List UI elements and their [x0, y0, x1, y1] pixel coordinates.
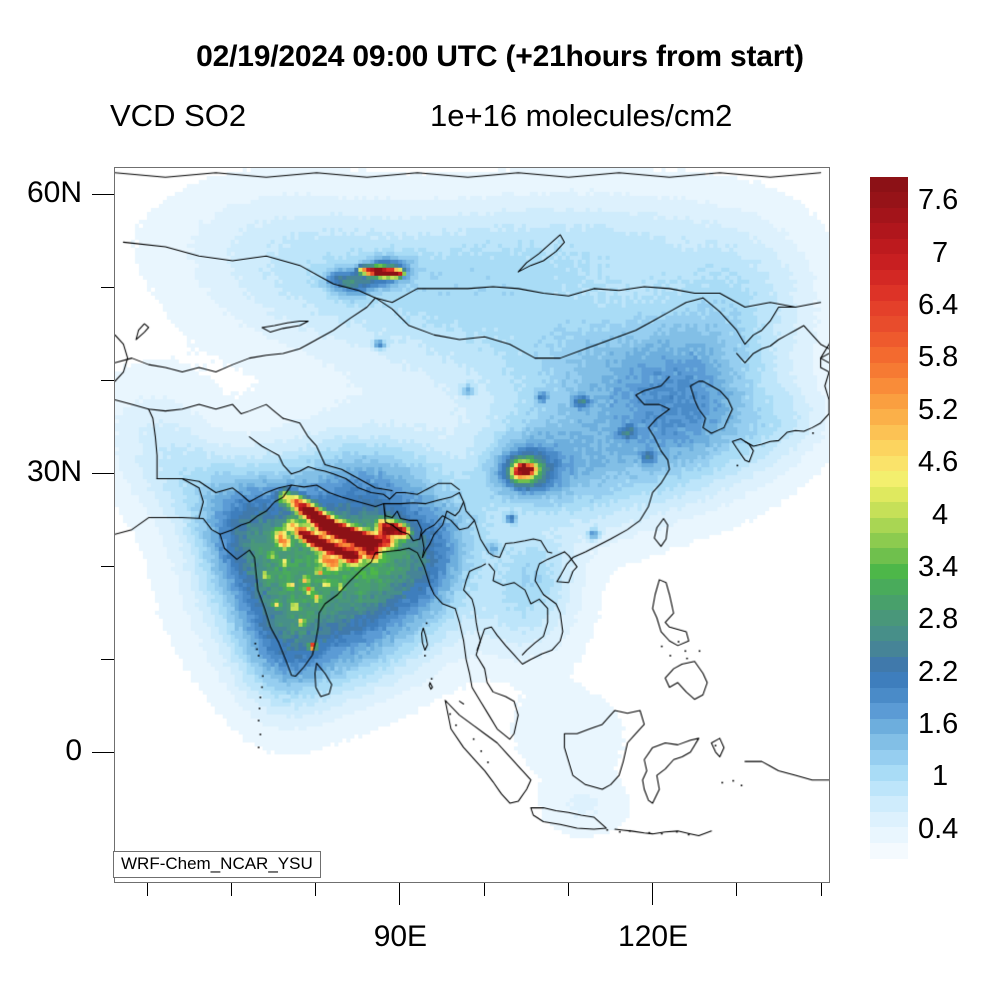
colorbar-band	[870, 811, 908, 828]
y-tick	[101, 379, 114, 381]
colorbar-band	[870, 362, 908, 379]
colorbar-tick-label: 5.2	[918, 393, 959, 426]
x-tick	[483, 883, 485, 896]
colorbar-band	[870, 610, 908, 627]
colorbar-tick-label: 4	[932, 498, 949, 531]
colorbar-tick-label: 1	[932, 760, 949, 793]
colorbar-band	[870, 269, 908, 286]
figure-title: 02/19/2024 09:00 UTC (+21hours from star…	[196, 40, 804, 73]
colorbar-band	[870, 223, 908, 240]
x-tick-label: 120E	[618, 920, 689, 953]
y-tick	[101, 565, 114, 567]
colorbar-band	[870, 207, 908, 225]
colorbar-band	[870, 486, 908, 503]
x-tick	[146, 883, 148, 896]
colorbar-band	[870, 238, 908, 255]
colorbar-tick-label: 7	[932, 236, 949, 269]
colorbar-tick-label: 5.8	[918, 341, 959, 374]
colorbar-band	[870, 300, 908, 317]
colorbar-band	[870, 532, 908, 550]
colorbar-band	[870, 409, 908, 426]
colorbar-band	[870, 192, 908, 209]
colorbar-tick-label: 0.4	[918, 812, 959, 845]
colorbar-band	[870, 765, 908, 782]
x-tick	[820, 883, 822, 896]
colorbar-band	[870, 471, 908, 488]
colorbar-band	[870, 254, 908, 271]
x-tick	[315, 883, 317, 896]
colorbar-band	[870, 656, 908, 673]
colorbar-band	[870, 563, 908, 580]
map-plot-area[interactable]	[114, 167, 830, 883]
x-tick-label: 90E	[373, 920, 428, 953]
colorbar-band	[870, 827, 908, 844]
colorbar[interactable]	[870, 177, 908, 859]
x-tick	[567, 883, 569, 896]
colorbar-tick-label: 2.2	[918, 655, 959, 688]
y-tick-label: 30N	[26, 454, 82, 488]
y-tick	[101, 286, 114, 288]
colorbar-band	[870, 594, 908, 611]
colorbar-band	[870, 517, 908, 534]
y-tick	[101, 658, 114, 660]
colorbar-band	[870, 641, 908, 658]
colorbar-band	[870, 347, 908, 364]
colorbar-band	[870, 285, 908, 302]
colorbar-band	[870, 842, 908, 859]
x-tick	[652, 883, 654, 905]
colorbar-tick-label: 1.6	[918, 708, 959, 741]
y-tick-label: 0	[65, 733, 82, 767]
model-watermark: WRF-Chem_NCAR_YSU	[113, 851, 321, 878]
variable-label: VCD SO2	[110, 98, 247, 133]
colorbar-band	[870, 440, 908, 457]
colorbar-band	[870, 502, 908, 519]
x-tick	[399, 883, 401, 905]
colorbar-band	[870, 424, 908, 441]
colorbar-band	[870, 780, 908, 797]
so2-field-canvas	[115, 168, 829, 882]
y-tick	[92, 472, 114, 474]
y-tick-label: 60N	[26, 175, 82, 209]
colorbar-band	[870, 378, 908, 395]
colorbar-band	[870, 455, 908, 472]
colorbar-band	[870, 687, 908, 704]
colorbar-band	[870, 579, 908, 596]
x-tick	[230, 883, 232, 896]
colorbar-tick-label: 2.8	[918, 603, 959, 636]
units-label: 1e+16 molecules/cm2	[430, 98, 733, 133]
colorbar-band	[870, 703, 908, 720]
subtitle-row: VCD SO2 1e+16 molecules/cm2	[110, 98, 890, 138]
colorbar-band	[870, 177, 908, 194]
colorbar-band	[870, 796, 908, 813]
colorbar-band	[870, 734, 908, 751]
colorbar-tick-label: 3.4	[918, 550, 959, 583]
colorbar-band	[870, 749, 908, 766]
colorbar-band	[870, 718, 908, 735]
colorbar-band	[870, 316, 908, 333]
x-tick	[736, 883, 738, 896]
y-tick	[92, 751, 114, 753]
y-tick	[92, 193, 114, 195]
colorbar-band	[870, 393, 908, 410]
colorbar-band	[870, 625, 908, 642]
colorbar-band	[870, 672, 908, 689]
colorbar-band	[870, 331, 908, 348]
colorbar-band	[870, 548, 908, 565]
colorbar-tick-label: 4.6	[918, 446, 959, 479]
colorbar-tick-label: 7.6	[918, 184, 959, 217]
colorbar-tick-label: 6.4	[918, 288, 959, 321]
